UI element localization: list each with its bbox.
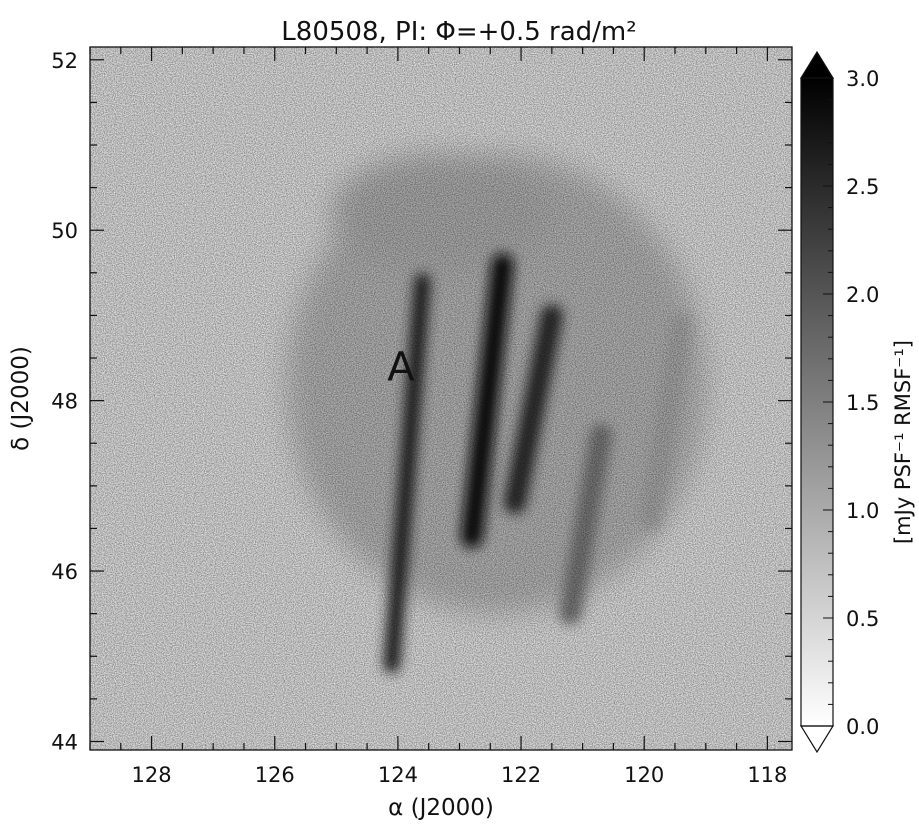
x-tick-label: 122 xyxy=(501,763,541,787)
colorbar-tick-label: 0.5 xyxy=(846,607,879,631)
colorbar-extend-max xyxy=(799,50,835,79)
x-axis-label: α (J2000) xyxy=(388,795,494,821)
x-tick-label: 118 xyxy=(747,763,787,787)
x-axis: 128 126 124 122 120 118 xyxy=(89,47,787,787)
y-axis-label: δ (J2000) xyxy=(8,346,34,451)
colorbar-label: [mJy PSF⁻¹ RMSF⁻¹] xyxy=(891,340,915,544)
y-tick-label: 52 xyxy=(51,49,78,73)
x-tick-label: 126 xyxy=(255,763,295,787)
colorbar-tick-label: 3.0 xyxy=(846,67,879,91)
colorbar-tick-label: 1.5 xyxy=(846,391,879,415)
annotation-A: A xyxy=(387,345,415,391)
chart-title: L80508, PI: Φ=+0.5 rad/m² xyxy=(281,17,636,47)
y-tick-label: 48 xyxy=(51,390,78,414)
colorbar-tick-label: 2.5 xyxy=(846,175,879,199)
colorbar-extend-min xyxy=(799,725,835,754)
heatmap-image xyxy=(90,47,792,750)
colorbar-tick-label: 0.0 xyxy=(846,715,879,739)
plot-frame xyxy=(89,46,793,751)
y-tick-label: 50 xyxy=(51,219,78,243)
colorbar-tick-label: 1.0 xyxy=(846,499,879,523)
colorbar: 0.0 0.5 1.0 1.5 2.0 2.5 3.0 xyxy=(799,50,879,754)
y-tick-label: 46 xyxy=(51,560,78,584)
y-axis: 44 46 48 50 52 xyxy=(51,49,792,754)
x-tick-label: 120 xyxy=(624,763,664,787)
colorbar-tick-label: 2.0 xyxy=(846,283,879,307)
x-tick-label: 128 xyxy=(132,763,172,787)
y-tick-label: 44 xyxy=(51,730,78,754)
x-tick-label: 124 xyxy=(378,763,418,787)
